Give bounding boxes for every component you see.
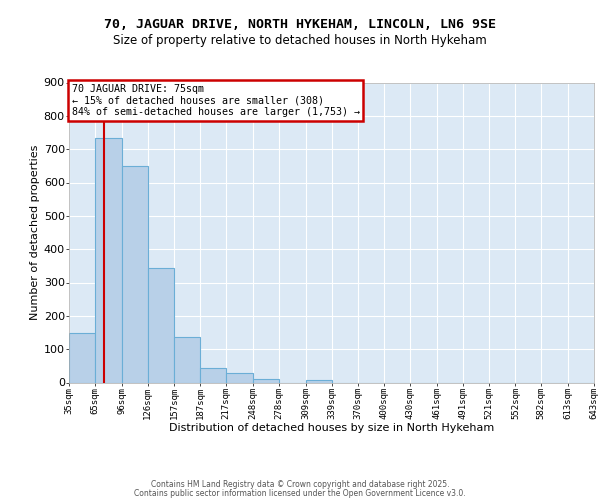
X-axis label: Distribution of detached houses by size in North Hykeham: Distribution of detached houses by size … xyxy=(169,423,494,433)
Text: 70 JAGUAR DRIVE: 75sqm
← 15% of detached houses are smaller (308)
84% of semi-de: 70 JAGUAR DRIVE: 75sqm ← 15% of detached… xyxy=(71,84,359,117)
Bar xyxy=(69,332,95,382)
Bar xyxy=(122,166,148,382)
Bar xyxy=(200,368,226,382)
Bar xyxy=(175,337,200,382)
Bar xyxy=(253,378,279,382)
Text: Size of property relative to detached houses in North Hykeham: Size of property relative to detached ho… xyxy=(113,34,487,47)
Text: 70, JAGUAR DRIVE, NORTH HYKEHAM, LINCOLN, LN6 9SE: 70, JAGUAR DRIVE, NORTH HYKEHAM, LINCOLN… xyxy=(104,18,496,30)
Bar xyxy=(226,372,253,382)
Text: Contains HM Land Registry data © Crown copyright and database right 2025.: Contains HM Land Registry data © Crown c… xyxy=(151,480,449,489)
Y-axis label: Number of detached properties: Number of detached properties xyxy=(29,145,40,320)
Text: Contains public sector information licensed under the Open Government Licence v3: Contains public sector information licen… xyxy=(134,488,466,498)
Bar xyxy=(148,268,175,382)
Bar xyxy=(305,380,331,382)
Bar xyxy=(95,138,122,382)
